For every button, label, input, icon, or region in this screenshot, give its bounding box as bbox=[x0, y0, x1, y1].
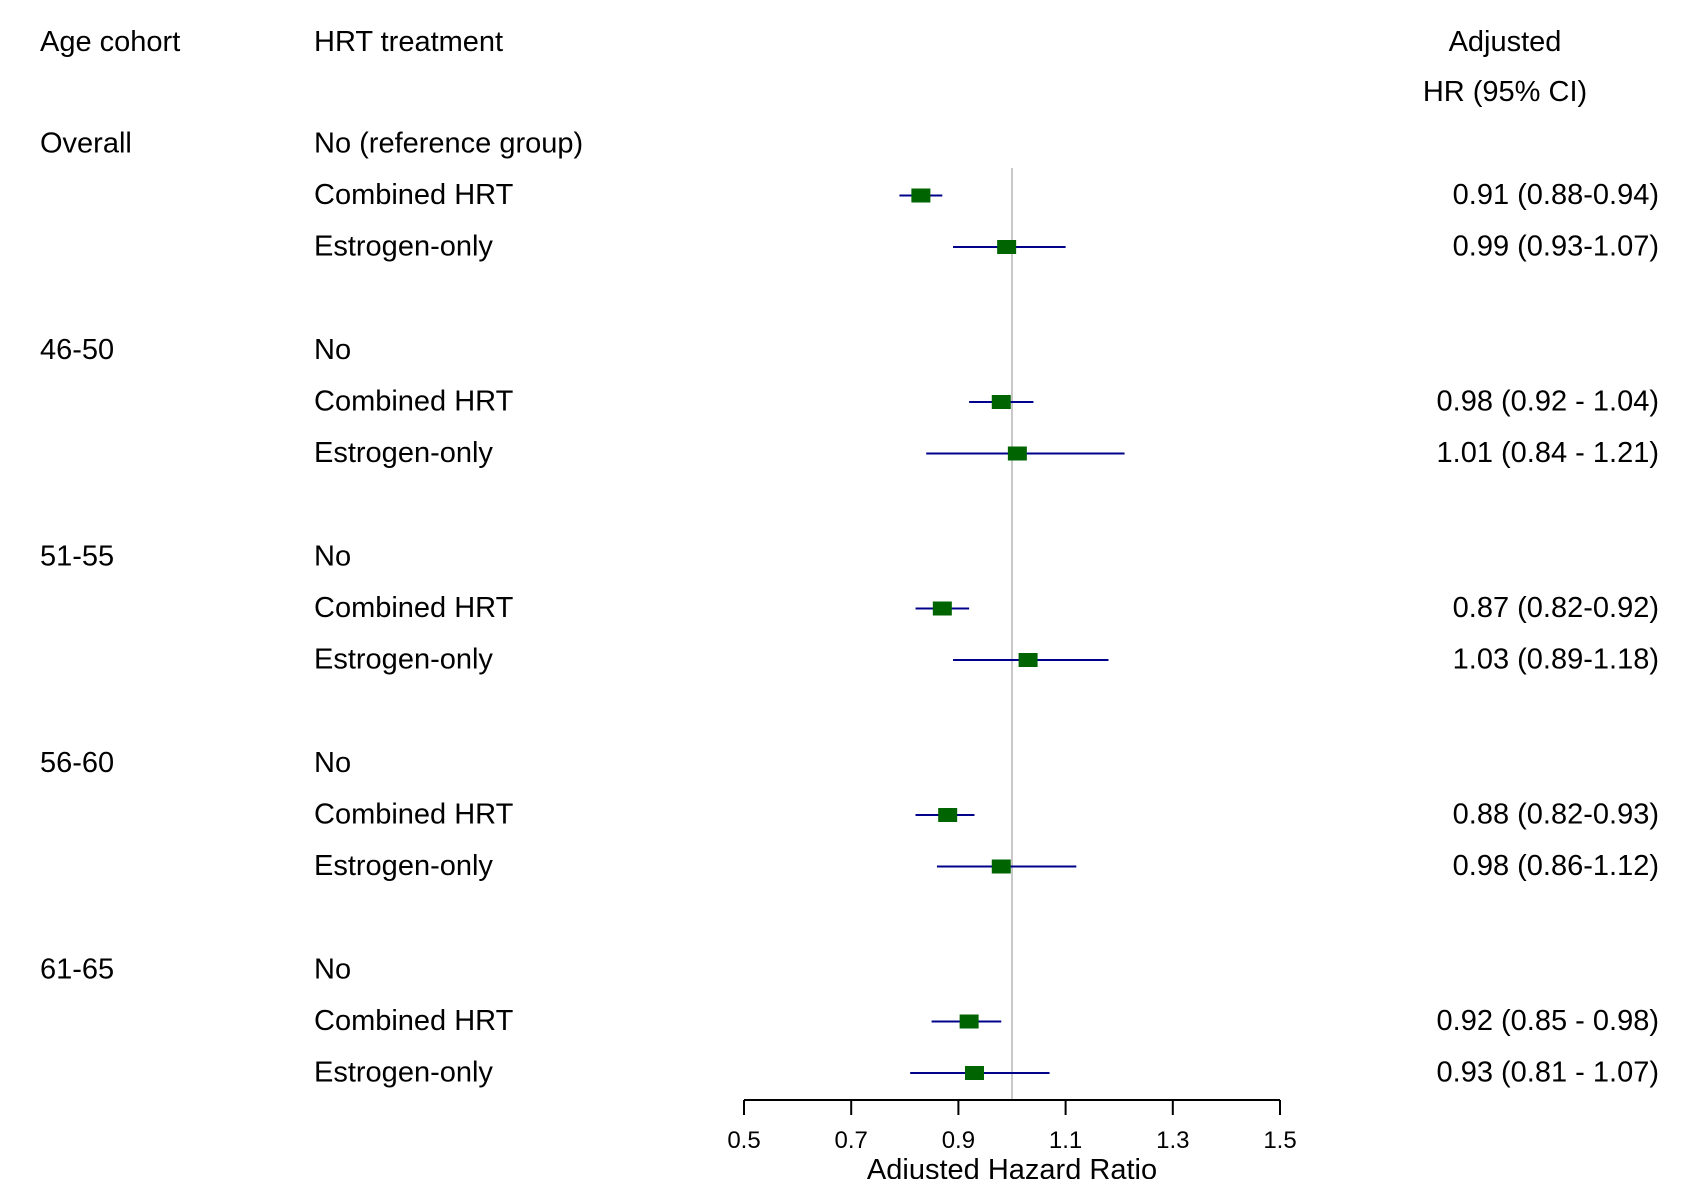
header-age-cohort: Age cohort bbox=[40, 26, 180, 58]
x-axis: 0.5 0.7 0.9 1.1 1.3 1.5 Adjusted Hazard Ratio bbox=[727, 1099, 1297, 1179]
table-row: No bbox=[314, 334, 351, 366]
estimate-label: 1.01 (0.84 - 1.21) bbox=[1437, 437, 1659, 469]
table-row: Estrogen-only 0.99 (0.93-1.07) bbox=[314, 231, 1659, 263]
treatment-label: No bbox=[314, 747, 351, 779]
cohort-group: 56-60 No Combined HRT 0.88 (0.82-0.93) Estro… bbox=[40, 747, 1659, 882]
x-tick-label: 0.7 bbox=[835, 1127, 868, 1154]
treatment-label: No (reference group) bbox=[314, 128, 583, 160]
table-row: Estrogen-only 0.98 (0.86-1.12) bbox=[314, 850, 1659, 882]
estimate-label: 0.93 (0.81 - 1.07) bbox=[1437, 1057, 1659, 1089]
table-row: Combined HRT 0.98 (0.92 - 1.04) bbox=[314, 386, 1659, 418]
table-row: Combined HRT 0.88 (0.82-0.93) bbox=[314, 799, 1659, 831]
x-tick-label: 1.3 bbox=[1156, 1127, 1189, 1154]
cohort-label: 51-55 bbox=[40, 541, 114, 573]
hr-marker bbox=[991, 859, 1011, 874]
table-row: Combined HRT 0.87 (0.82-0.92) bbox=[314, 592, 1659, 624]
treatment-label: Combined HRT bbox=[314, 179, 514, 211]
hr-marker bbox=[959, 1014, 979, 1029]
hr-marker bbox=[1018, 653, 1038, 667]
estimate-label: 0.99 (0.93-1.07) bbox=[1453, 231, 1659, 263]
header-estimate-line2: HR (95% CI) bbox=[1423, 76, 1587, 108]
treatment-label: No bbox=[314, 541, 351, 573]
cohort-group: Overall No (reference group) Combined HRT 0… bbox=[40, 128, 1659, 263]
table-row: Estrogen-only 1.01 (0.84 - 1.21) bbox=[314, 437, 1659, 469]
treatment-label: Combined HRT bbox=[314, 386, 514, 418]
cohort-group: 46-50 No Combined HRT 0.98 (0.92 - 1.04) Est… bbox=[40, 334, 1659, 469]
estimate-label: 0.98 (0.86-1.12) bbox=[1453, 850, 1659, 882]
hr-marker bbox=[1007, 446, 1027, 461]
estimate-label: 0.87 (0.82-0.92) bbox=[1453, 592, 1659, 624]
x-tick-label: 1.1 bbox=[1049, 1127, 1082, 1154]
table-row: No bbox=[314, 747, 351, 779]
treatment-label: Combined HRT bbox=[314, 1005, 514, 1037]
x-tick-label: 0.9 bbox=[942, 1127, 975, 1154]
x-axis-label: Adjusted Hazard Ratio bbox=[867, 1154, 1157, 1179]
cohort-label: 61-65 bbox=[40, 954, 114, 986]
table-row: No bbox=[314, 541, 351, 573]
plot-rows: Overall No (reference group) Combined HRT 0… bbox=[40, 128, 1659, 1089]
cohort-group: 51-55 No Combined HRT 0.87 (0.82-0.92) Estro… bbox=[40, 541, 1659, 676]
estimate-label: 0.91 (0.88-0.94) bbox=[1453, 179, 1659, 211]
estimate-label: 0.98 (0.92 - 1.04) bbox=[1437, 386, 1659, 418]
hr-marker bbox=[938, 808, 958, 822]
x-tick-label: 1.5 bbox=[1263, 1127, 1296, 1154]
estimate-label: 0.88 (0.82-0.93) bbox=[1453, 799, 1659, 831]
table-row: Combined HRT 0.91 (0.88-0.94) bbox=[314, 179, 1659, 211]
cohort-label: Overall bbox=[40, 128, 132, 160]
hr-marker bbox=[932, 601, 952, 616]
treatment-label: Estrogen-only bbox=[314, 850, 493, 882]
treatment-label: Estrogen-only bbox=[314, 437, 493, 469]
treatment-label: Estrogen-only bbox=[314, 1057, 493, 1089]
table-row: No bbox=[314, 954, 351, 986]
table-row: Estrogen-only 1.03 (0.89-1.18) bbox=[314, 644, 1659, 676]
treatment-label: Combined HRT bbox=[314, 592, 514, 624]
table-row: No (reference group) bbox=[314, 128, 583, 160]
hr-marker bbox=[991, 395, 1011, 409]
table-row: Combined HRT 0.92 (0.85 - 0.98) bbox=[314, 1005, 1659, 1037]
estimate-label: 1.03 (0.89-1.18) bbox=[1453, 644, 1659, 676]
hr-marker bbox=[911, 188, 931, 203]
treatment-label: Combined HRT bbox=[314, 799, 514, 831]
header-hrt-treatment: HRT treatment bbox=[314, 26, 503, 58]
treatment-label: No bbox=[314, 954, 351, 986]
hr-marker bbox=[964, 1066, 984, 1080]
column-headers: Age cohort HRT treatment Adjusted HR (95… bbox=[40, 26, 1587, 108]
treatment-label: Estrogen-only bbox=[314, 231, 493, 263]
table-row: Estrogen-only 0.93 (0.81 - 1.07) bbox=[314, 1057, 1659, 1089]
estimate-label: 0.92 (0.85 - 0.98) bbox=[1437, 1005, 1659, 1037]
x-tick-label: 0.5 bbox=[727, 1127, 760, 1154]
hr-marker bbox=[997, 240, 1017, 254]
cohort-label: 56-60 bbox=[40, 747, 114, 779]
cohort-group: 61-65 No Combined HRT 0.92 (0.85 - 0.98) Est… bbox=[40, 954, 1659, 1089]
treatment-label: No bbox=[314, 334, 351, 366]
cohort-label: 46-50 bbox=[40, 334, 114, 366]
header-estimate-line1: Adjusted bbox=[1449, 26, 1562, 58]
treatment-label: Estrogen-only bbox=[314, 644, 493, 676]
